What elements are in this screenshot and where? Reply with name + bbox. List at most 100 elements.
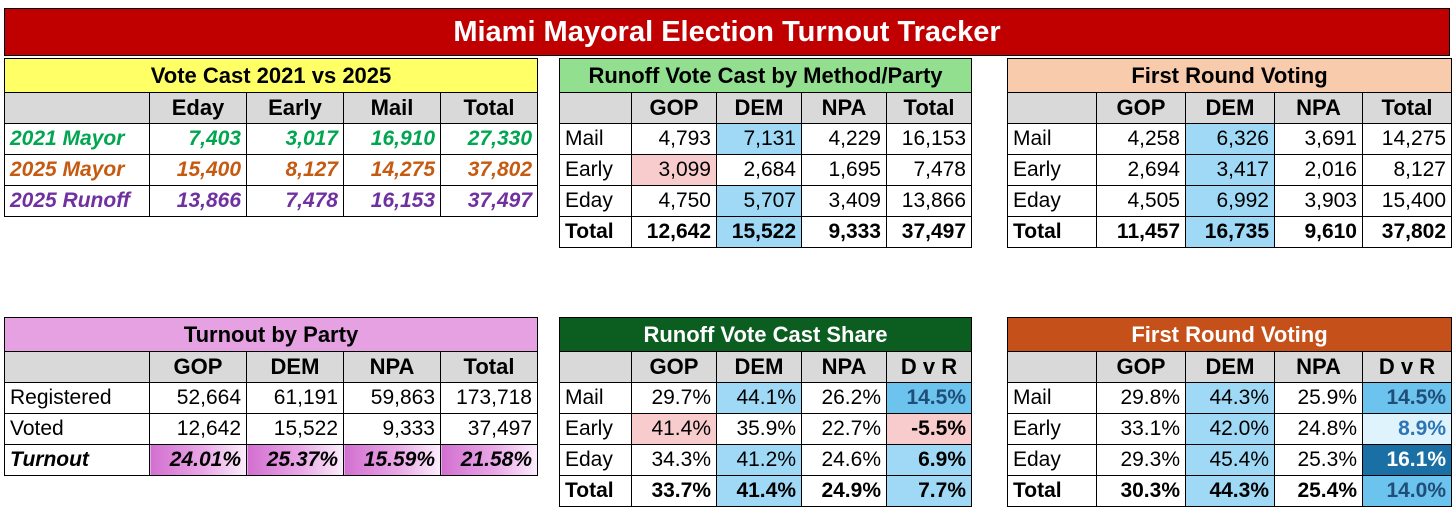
cell: 173,718 [440,382,538,414]
cell: 6,326 [1185,123,1275,155]
cell: 34.3% [631,444,717,476]
cell: 8.9% [1362,413,1452,445]
page-title: Miami Mayoral Election Turnout Tracker [4,8,1450,56]
cell: 24.9% [801,475,887,507]
cell: 42.0% [1185,413,1275,445]
cell: 15,400 [149,154,247,186]
row-label: Mail [559,382,632,414]
header-dem: DEM [1185,92,1275,124]
turnout-party-table: Turnout by Party GOP DEM NPA Total Regis… [4,317,538,476]
cell: 44.3% [1185,475,1275,507]
row-label: 2025 Runoff [4,185,150,217]
cell: 3,017 [246,123,344,155]
table-row: Early 2,694 3,417 2,016 8,127 [1007,154,1452,186]
cell: 16,735 [1185,216,1275,248]
runoff-method-table: Runoff Vote Cast by Method/Party GOP DEM… [559,58,972,248]
cell: 26.2% [801,382,887,414]
cell: 16,153 [343,185,441,217]
cell: 7,403 [149,123,247,155]
row-label: Total [559,475,632,507]
cell: 59,863 [343,382,441,414]
row-label: Total [1007,216,1097,248]
cell: 44.1% [716,382,802,414]
cell: 14.5% [1362,382,1452,414]
header-blank [4,351,150,383]
cell: 25.4% [1274,475,1363,507]
cell: 37,802 [440,154,538,186]
header-dem: DEM [1185,351,1275,383]
cell: 13,866 [886,185,972,217]
row-label: Eday [559,444,632,476]
cell: 12,642 [149,413,247,445]
cell: 4,229 [801,123,887,155]
header-npa: NPA [801,92,887,124]
row-label: Mail [1007,382,1097,414]
cell: 24.6% [801,444,887,476]
row-label: Early [1007,413,1097,445]
cell: 15,522 [246,413,344,445]
header-early: Early [246,92,344,124]
cell: 37,497 [440,185,538,217]
table-row: 2025 Mayor 15,400 8,127 14,275 37,802 [4,154,538,186]
table-row: 2021 Mayor 7,403 3,017 16,910 27,330 [4,123,538,155]
cell: 8,127 [246,154,344,186]
cell: 3,903 [1274,185,1363,217]
header-dem: DEM [246,351,344,383]
header-gop: GOP [1096,351,1186,383]
runoff-share-title: Runoff Vote Cast Share [559,317,972,352]
table-row: Eday 34.3% 41.2% 24.6% 6.9% [559,444,972,476]
header-total: Total [886,92,972,124]
table-row: 2025 Runoff 13,866 7,478 16,153 37,497 [4,185,538,217]
header-dvr: D v R [1362,351,1452,383]
cell: 4,505 [1096,185,1186,217]
first-round-title: First Round Voting [1007,58,1452,93]
header-gop: GOP [1096,92,1186,124]
cell: 15.59% [343,444,441,476]
header-npa: NPA [1274,351,1363,383]
table-row: Turnout 24.01% 25.37% 15.59% 21.58% [4,444,538,476]
cell: 14.0% [1362,475,1452,507]
cell: 14,275 [1362,123,1452,155]
header-total: Total [440,351,538,383]
first-round-table: First Round Voting GOP DEM NPA Total Mai… [1007,58,1452,248]
row-label: Mail [1007,123,1097,155]
header-gop: GOP [631,351,717,383]
cell: 1,695 [801,154,887,186]
cell: 33.7% [631,475,717,507]
cell: 52,664 [149,382,247,414]
cell: 37,497 [886,216,972,248]
cell: 44.3% [1185,382,1275,414]
table-row: Eday 4,505 6,992 3,903 15,400 [1007,185,1452,217]
cell: 41.2% [716,444,802,476]
cell: 25.9% [1274,382,1363,414]
table-row: Early 33.1% 42.0% 24.8% 8.9% [1007,413,1452,445]
row-label: Turnout [4,444,150,476]
cell: 13,866 [149,185,247,217]
table-row: Mail 29.8% 44.3% 25.9% 14.5% [1007,382,1452,414]
cell: 16.1% [1362,444,1452,476]
table-row: Registered 52,664 61,191 59,863 173,718 [4,382,538,414]
turnout-title: Turnout by Party [4,317,538,352]
cell: 3,417 [1185,154,1275,186]
header-npa: NPA [801,351,887,383]
header-total: Total [440,92,538,124]
table-row: Mail 4,258 6,326 3,691 14,275 [1007,123,1452,155]
header-blank [1007,92,1097,124]
cell: 6,992 [1185,185,1275,217]
cell: 30.3% [1096,475,1186,507]
cell: 7.7% [886,475,972,507]
header-blank [4,92,150,124]
first-round-share-title: First Round Voting [1007,317,1452,352]
cell: 9,610 [1274,216,1363,248]
cell: 16,153 [886,123,972,155]
cell: 27,330 [440,123,538,155]
table-row: Early 41.4% 35.9% 22.7% -5.5% [559,413,972,445]
row-label: Early [1007,154,1097,186]
cell: 22.7% [801,413,887,445]
cell: 41.4% [631,413,717,445]
header-dem: DEM [716,351,802,383]
table-row: Mail 4,793 7,131 4,229 16,153 [559,123,972,155]
header-eday: Eday [149,92,247,124]
table-row: Voted 12,642 15,522 9,333 37,497 [4,413,538,445]
cell: 29.8% [1096,382,1186,414]
